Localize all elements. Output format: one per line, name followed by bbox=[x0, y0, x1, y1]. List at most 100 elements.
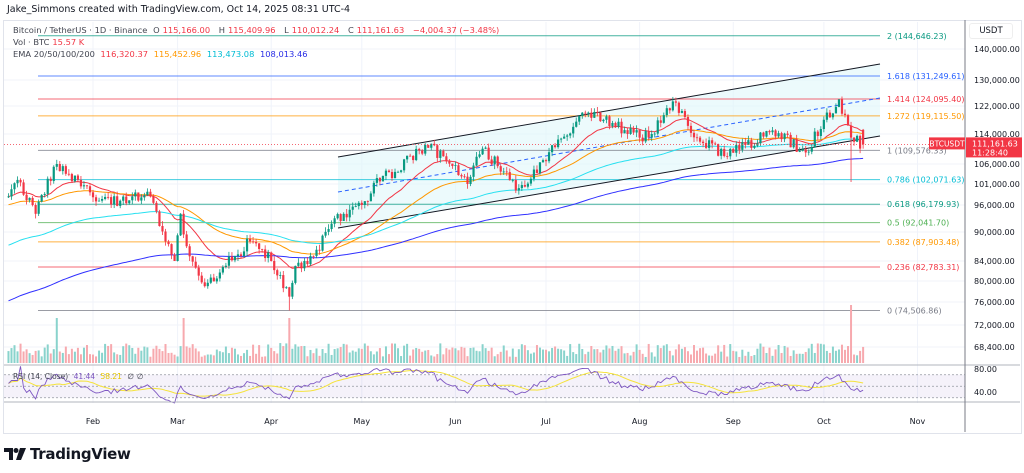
candle bbox=[747, 135, 750, 146]
volume-bar bbox=[215, 349, 218, 363]
candle bbox=[472, 162, 475, 182]
candle-body bbox=[662, 115, 665, 123]
candle bbox=[309, 252, 312, 266]
candle-body bbox=[578, 115, 581, 122]
candle-body bbox=[720, 148, 723, 156]
candle-body bbox=[511, 180, 514, 181]
candle-body bbox=[623, 130, 626, 134]
candle-body bbox=[741, 142, 744, 150]
candle-body bbox=[650, 134, 653, 138]
candle bbox=[692, 129, 696, 143]
ema-legend[interactable]: EMA 20/50/100/200 116,320.37 115,452.96 … bbox=[13, 49, 308, 59]
volume-bar bbox=[475, 350, 478, 363]
candle bbox=[505, 166, 508, 176]
volume-bar bbox=[64, 346, 67, 363]
candle bbox=[409, 153, 412, 157]
candle bbox=[396, 170, 400, 173]
volume-bar bbox=[735, 351, 738, 363]
candle-body bbox=[478, 154, 481, 157]
volume-bar bbox=[409, 355, 412, 363]
volume-bar bbox=[496, 354, 499, 363]
candle bbox=[212, 273, 215, 282]
candle-body bbox=[550, 145, 554, 153]
candle bbox=[662, 112, 665, 124]
candle bbox=[167, 239, 170, 247]
volume-bar bbox=[67, 354, 70, 363]
candle bbox=[825, 108, 828, 123]
candle-body bbox=[611, 122, 614, 127]
volume-bar bbox=[771, 355, 774, 363]
volume-bar bbox=[575, 354, 578, 363]
volume-bar bbox=[137, 347, 140, 363]
volume-bar bbox=[255, 353, 258, 363]
volume-bar bbox=[146, 347, 149, 363]
candle-body bbox=[19, 179, 22, 183]
candle-body bbox=[100, 198, 104, 201]
volume-bar bbox=[303, 345, 306, 363]
volume-bar bbox=[674, 349, 677, 363]
candle-body bbox=[363, 201, 366, 205]
candle bbox=[85, 185, 89, 189]
volume-bar bbox=[95, 356, 98, 363]
candle bbox=[532, 165, 536, 182]
volume-bar bbox=[43, 347, 46, 363]
currency-label[interactable]: USDT bbox=[969, 23, 1013, 39]
rsi-axis-tick: 80.00 bbox=[974, 365, 997, 374]
candle bbox=[345, 208, 348, 222]
candle bbox=[203, 278, 206, 288]
candle bbox=[218, 269, 221, 282]
candle bbox=[324, 227, 327, 238]
candle-body bbox=[726, 156, 729, 157]
candle bbox=[792, 138, 795, 149]
candle-body bbox=[442, 150, 445, 157]
candle-body bbox=[451, 163, 454, 167]
candle-body bbox=[40, 194, 43, 202]
candle bbox=[149, 188, 152, 198]
candle bbox=[578, 115, 581, 125]
volume-bar bbox=[152, 348, 155, 363]
candle-body bbox=[463, 176, 466, 178]
candle bbox=[191, 255, 194, 267]
candle bbox=[569, 132, 572, 139]
candle-body bbox=[227, 256, 231, 266]
volume-bar bbox=[300, 346, 303, 363]
symbol-title[interactable]: Bitcoin / TetherUS · 1D · Binance bbox=[13, 25, 148, 35]
volume-bar bbox=[55, 318, 58, 363]
candle-body bbox=[689, 125, 693, 133]
candle bbox=[131, 192, 134, 205]
candle bbox=[427, 144, 430, 148]
volume-bar bbox=[744, 355, 747, 363]
volume-bar bbox=[312, 353, 315, 363]
candle-body bbox=[242, 251, 246, 257]
volume-bar bbox=[394, 343, 397, 363]
candle bbox=[161, 221, 164, 236]
candle bbox=[424, 143, 427, 156]
volume-bar bbox=[641, 353, 644, 363]
volume-legend[interactable]: Vol · BTC 15.57 K bbox=[13, 37, 85, 47]
candle-body bbox=[279, 275, 282, 276]
candle-body bbox=[514, 180, 517, 191]
volume-bar bbox=[218, 351, 221, 363]
candle bbox=[859, 134, 862, 154]
candle-body bbox=[553, 145, 557, 148]
candle bbox=[656, 117, 659, 136]
volume-bar bbox=[31, 354, 34, 363]
volume-bar bbox=[282, 346, 285, 363]
volume-bar bbox=[563, 350, 566, 363]
volume-bar bbox=[13, 345, 16, 363]
volume-bar bbox=[119, 354, 122, 363]
volume-bar bbox=[224, 346, 227, 363]
candle bbox=[300, 261, 303, 273]
rsi-legend[interactable]: RSI (14, Close) 41.44 58.21 ∅ ∅ bbox=[13, 372, 144, 381]
change-value: −4,004.37 (−3.48%) bbox=[412, 25, 500, 35]
candle-body bbox=[188, 246, 191, 257]
candle-body bbox=[795, 139, 798, 152]
price-axis-tick: 106,000.00 bbox=[974, 160, 1020, 169]
candle bbox=[360, 200, 363, 210]
candle-body bbox=[309, 255, 312, 265]
channel-lower-line bbox=[337, 135, 881, 229]
candle-body bbox=[493, 156, 496, 165]
candle-body bbox=[445, 156, 448, 162]
